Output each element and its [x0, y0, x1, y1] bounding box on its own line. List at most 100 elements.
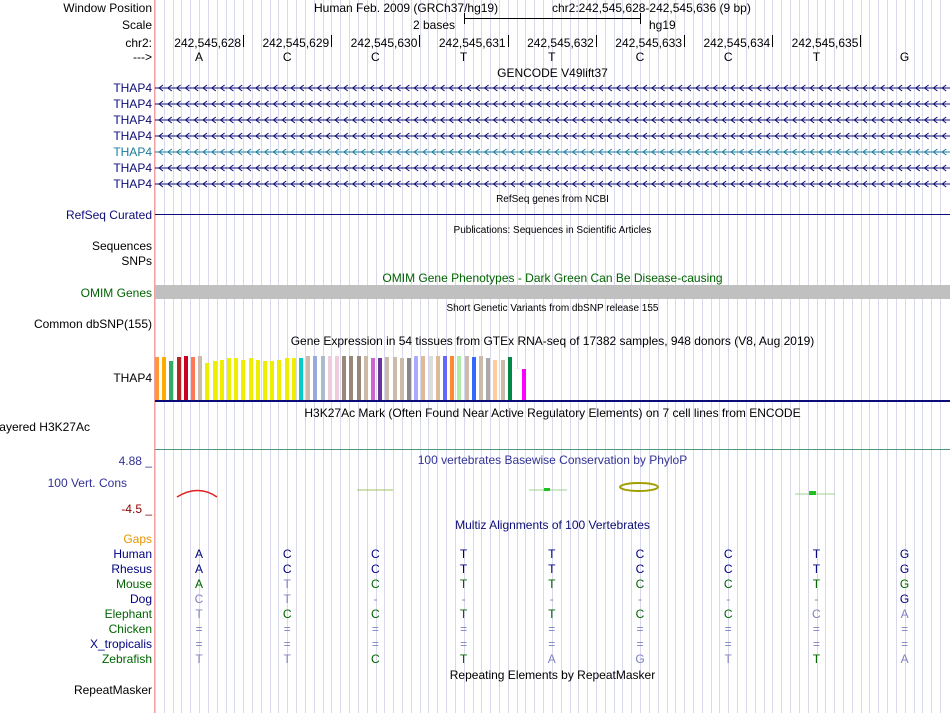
gtex-tissue-bar[interactable]: [255, 360, 260, 400]
gtex-tissue-bar[interactable]: [234, 358, 239, 400]
gtex-tissue-bar[interactable]: [291, 358, 296, 400]
h3k27ac-track-label[interactable]: Layered H3K27Ac: [0, 420, 90, 434]
alignment-base: =: [636, 622, 644, 636]
gtex-tissue-bar[interactable]: [162, 357, 167, 400]
gtex-tissue-bar[interactable]: [320, 356, 325, 400]
gencode-gene-label[interactable]: THAP4: [113, 97, 152, 111]
phylop-conservation-signal[interactable]: [155, 478, 950, 502]
gtex-expression-bars[interactable]: [155, 350, 555, 400]
gtex-tissue-bar[interactable]: [342, 356, 347, 400]
gtex-tissue-bar[interactable]: [155, 357, 159, 400]
alignment-base: G: [899, 547, 910, 561]
snps-track-label[interactable]: SNPs: [121, 254, 152, 268]
multiz-track-title[interactable]: Multiz Alignments of 100 Vertebrates: [455, 518, 650, 532]
gridline: [569, 0, 571, 713]
gencode-gene-models[interactable]: [155, 80, 950, 192]
gtex-tissue-bar[interactable]: [378, 358, 383, 400]
gtex-tissue-bar[interactable]: [284, 358, 289, 400]
gtex-tissue-bar[interactable]: [212, 361, 217, 400]
gtex-tissue-bar[interactable]: [500, 360, 505, 400]
gtex-tissue-bar[interactable]: [479, 356, 483, 400]
gencode-track-title[interactable]: GENCODE V49lift37: [497, 66, 608, 80]
gtex-tissue-bar[interactable]: [219, 360, 224, 400]
gridline: [772, 0, 774, 713]
gtex-tissue-bar[interactable]: [493, 360, 498, 400]
repeatmasker-track-label[interactable]: RepeatMasker: [73, 683, 152, 697]
gtex-tissue-bar[interactable]: [191, 357, 195, 400]
gtex-tissue-bar[interactable]: [263, 361, 267, 400]
gtex-tissue-bar[interactable]: [349, 356, 354, 400]
gtex-tissue-bar[interactable]: [464, 356, 469, 400]
gtex-tissue-bar[interactable]: [407, 358, 411, 400]
gtex-track-label[interactable]: THAP4: [113, 371, 152, 385]
alignment-base: C: [723, 562, 733, 576]
gencode-gene-label[interactable]: THAP4: [113, 81, 152, 95]
gtex-tissue-bar[interactable]: [363, 356, 368, 400]
gtex-tissue-bar[interactable]: [169, 361, 174, 400]
alignment-base: A: [194, 577, 203, 591]
gtex-tissue-bar[interactable]: [414, 356, 419, 400]
gtex-tissue-bar[interactable]: [306, 356, 311, 400]
gtex-tissue-bar[interactable]: [327, 356, 332, 400]
gtex-tissue-bar[interactable]: [241, 360, 246, 400]
gtex-tissue-bar[interactable]: [392, 357, 397, 400]
gencode-gene-label[interactable]: THAP4: [113, 145, 152, 159]
gridline: [172, 0, 174, 713]
gtex-tissue-bar[interactable]: [176, 357, 181, 400]
ruler-position-label: 242,545,634: [703, 36, 771, 50]
refseq-track-label[interactable]: RefSeq Curated: [65, 208, 152, 222]
gencode-gene-label[interactable]: THAP4: [113, 113, 152, 127]
gtex-tissue-bar[interactable]: [385, 357, 390, 400]
dbsnp-track-label[interactable]: Common dbSNP(155): [33, 317, 152, 331]
gridline: [869, 0, 871, 713]
gencode-gene-label[interactable]: THAP4: [113, 177, 152, 191]
gridline: [754, 0, 756, 713]
gtex-tissue-bar[interactable]: [471, 357, 476, 400]
omim-track-label[interactable]: OMIM Genes: [80, 286, 152, 300]
gtex-tissue-bar[interactable]: [443, 356, 447, 400]
gtex-tissue-bar[interactable]: [356, 356, 361, 400]
gencode-gene-label[interactable]: THAP4: [113, 129, 152, 143]
gtex-tissue-bar[interactable]: [399, 358, 404, 400]
gtex-tissue-bar[interactable]: [277, 360, 282, 400]
track-area[interactable]: Human Feb. 2009 (GRCh37/hg19) chr2:242,5…: [155, 0, 950, 713]
phylop-track-title[interactable]: 100 vertebrates Basewise Conservation by…: [417, 453, 688, 467]
gridline: [507, 0, 509, 713]
gtex-tissue-bar[interactable]: [198, 356, 203, 400]
gtex-tissue-bar[interactable]: [313, 356, 318, 400]
phylop-track-label[interactable]: 100 Vert. Cons: [47, 476, 127, 490]
sequences-track-label[interactable]: Sequences: [91, 239, 152, 253]
gtex-tissue-bar[interactable]: [371, 358, 375, 400]
gtex-tissue-bar[interactable]: [507, 357, 512, 400]
gtex-tissue-bar[interactable]: [270, 361, 275, 400]
gtex-tissue-bar[interactable]: [183, 356, 188, 400]
gtex-tissue-bar[interactable]: [450, 356, 455, 400]
omim-gene-bar[interactable]: [155, 285, 950, 299]
h3k27ac-track-title[interactable]: H3K27Ac Mark (Often Found Near Active Re…: [304, 406, 801, 420]
gtex-tissue-bar[interactable]: [227, 358, 231, 400]
gtex-tissue-bar[interactable]: [299, 358, 303, 400]
gencode-gene-label[interactable]: THAP4: [113, 161, 152, 175]
publications-track-title[interactable]: Publications: Sequences in Scientific Ar…: [453, 225, 652, 236]
dbsnp-track-title[interactable]: Short Genetic Variants from dbSNP releas…: [446, 303, 659, 314]
gtex-tissue-bar[interactable]: [335, 356, 339, 400]
gtex-tissue-bar[interactable]: [428, 356, 433, 400]
gtex-tissue-bar[interactable]: [421, 356, 426, 400]
gtex-tissue-bar[interactable]: [435, 356, 440, 400]
gtex-tissue-bar[interactable]: [205, 363, 210, 400]
gtex-tissue-bar[interactable]: [457, 356, 462, 400]
refseq-gene-line[interactable]: [155, 214, 950, 215]
refseq-track-title[interactable]: RefSeq genes from NCBI: [496, 194, 609, 205]
gridline: [454, 0, 456, 713]
omim-track-title[interactable]: OMIM Gene Phenotypes - Dark Green Can Be…: [382, 271, 723, 285]
gridline: [657, 0, 659, 713]
repeatmasker-track-title[interactable]: Repeating Elements by RepeatMasker: [449, 668, 656, 682]
gtex-track-title[interactable]: Gene Expression in 54 tissues from GTEx …: [290, 334, 815, 348]
gridline: [181, 0, 183, 713]
gtex-tissue-bar[interactable]: [486, 358, 491, 400]
gtex-tissue-bar[interactable]: [522, 369, 527, 400]
gtex-tissue-bar[interactable]: [248, 358, 253, 400]
gtex-tissue-bar[interactable]: [515, 369, 519, 400]
alignment-base: =: [901, 622, 909, 636]
